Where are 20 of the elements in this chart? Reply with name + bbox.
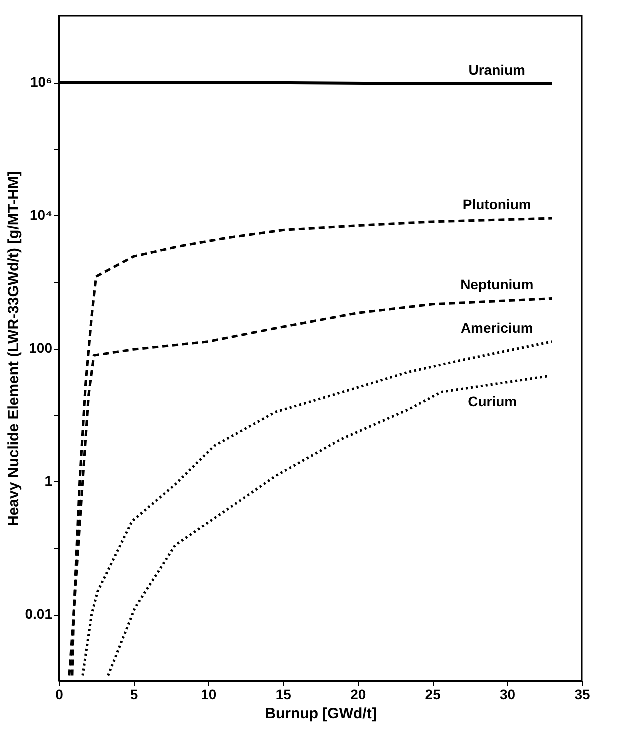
series-label: Uranium bbox=[468, 62, 526, 78]
y-tick-label: 0.01 bbox=[25, 606, 53, 622]
x-tick-label: 20 bbox=[350, 686, 366, 702]
x-tick-label: 10 bbox=[201, 686, 217, 702]
y-axis-title: Heavy Nuclide Element (LWR-33GWd/t) [g/MT-HM] bbox=[5, 171, 22, 527]
x-tick-label: 0 bbox=[56, 686, 64, 702]
x-tick-label: 30 bbox=[500, 686, 516, 702]
series-label: Plutonium bbox=[462, 196, 532, 213]
series-label: Americium bbox=[460, 320, 534, 336]
x-tick-label: 35 bbox=[574, 686, 590, 702]
x-tick-label: 25 bbox=[425, 686, 442, 702]
x-tick-label: 5 bbox=[130, 686, 138, 702]
x-tick-label: 15 bbox=[276, 686, 292, 702]
x-axis-title: Burnup [GWd/t] bbox=[265, 706, 377, 722]
series-label: Curium bbox=[468, 393, 518, 410]
y-tick-label: 10⁶ bbox=[30, 74, 52, 90]
y-tick-label: 1 bbox=[44, 473, 53, 489]
series-label: Neptunium bbox=[460, 276, 534, 293]
y-tick-label: 10⁴ bbox=[30, 207, 53, 223]
y-tick-label: 100 bbox=[29, 340, 53, 356]
